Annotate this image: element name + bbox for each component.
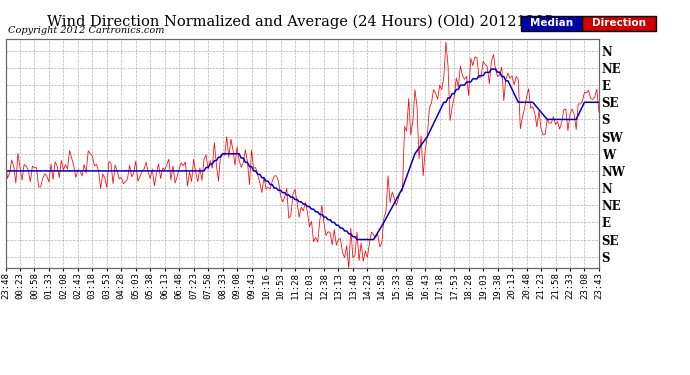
Text: Copyright 2012 Cartronics.com: Copyright 2012 Cartronics.com [8, 26, 165, 35]
Text: Median: Median [530, 18, 573, 28]
Text: Wind Direction Normalized and Average (24 Hours) (Old) 20121205: Wind Direction Normalized and Average (2… [47, 14, 553, 28]
Text: Direction: Direction [592, 18, 646, 28]
